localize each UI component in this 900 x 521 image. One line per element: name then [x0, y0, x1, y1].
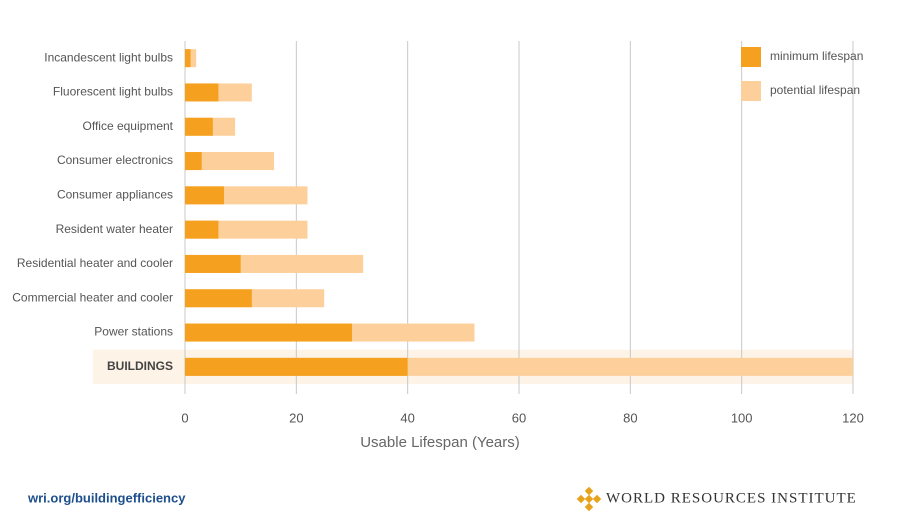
x-tick-label: 100: [731, 410, 753, 425]
legend-label: minimum lifespan: [770, 49, 863, 63]
x-tick-label: 80: [623, 410, 637, 425]
bar: [185, 254, 241, 273]
footer-organization: WORLD RESOURCES INSTITUTE: [606, 490, 857, 506]
y-tick-label: Consumer electronics: [57, 153, 173, 167]
wri-logo: [576, 486, 602, 512]
x-tick-label: 120: [842, 410, 864, 425]
y-tick-label: Power stations: [94, 325, 173, 339]
legend-swatch: [741, 81, 761, 101]
bar: [185, 289, 252, 308]
y-tick-label: Consumer appliances: [57, 188, 173, 202]
bar: [185, 186, 224, 205]
bar: [185, 152, 202, 171]
bar: [185, 220, 219, 239]
x-tick-label: 0: [181, 410, 188, 425]
y-tick-label: Commercial heater and cooler: [12, 290, 173, 304]
y-tick-label: Resident water heater: [56, 222, 173, 236]
footer-url: wri.org/buildingefficiency: [27, 490, 186, 505]
y-tick-label: Office equipment: [83, 119, 174, 133]
y-tick-label: Residential heater and cooler: [17, 256, 173, 270]
x-tick-label: 60: [512, 410, 526, 425]
bar: [185, 49, 191, 68]
x-axis-title: Usable Lifespan (Years): [360, 434, 520, 451]
y-tick-label: BUILDINGS: [107, 359, 173, 373]
x-tick-label: 40: [400, 410, 414, 425]
legend-swatch: [741, 47, 761, 67]
x-tick-label: 20: [289, 410, 303, 425]
bar: [185, 152, 275, 171]
legend-label: potential lifespan: [770, 83, 860, 97]
y-tick-label: Fluorescent light bulbs: [53, 85, 173, 99]
bar: [185, 323, 352, 342]
y-tick-label: Incandescent light bulbs: [44, 50, 173, 64]
bar: [185, 357, 408, 376]
bar: [185, 83, 219, 102]
bar: [185, 117, 213, 136]
